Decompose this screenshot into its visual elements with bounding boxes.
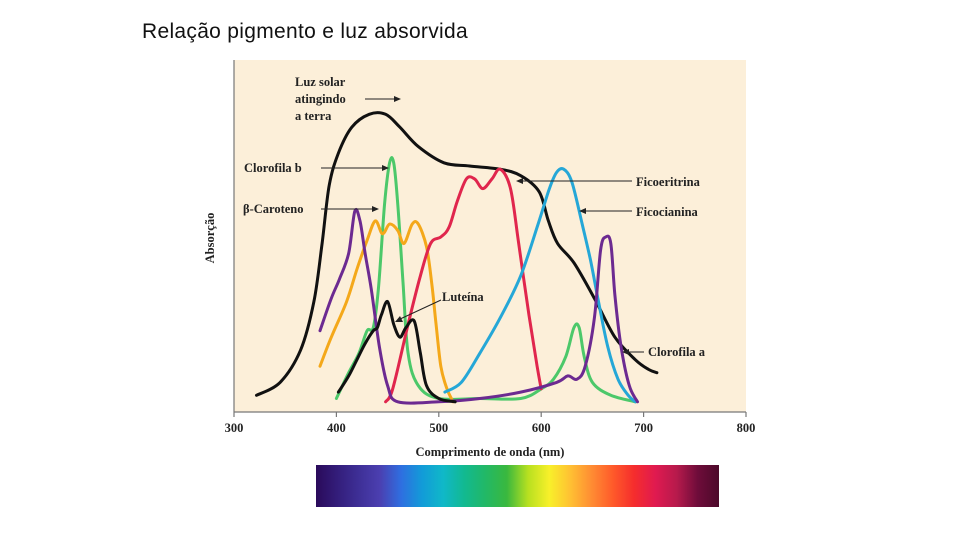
label-lutein: Luteína: [395, 290, 484, 322]
series-beta-carotene: [318, 219, 455, 404]
x-tick-label-600: 600: [532, 421, 551, 435]
label-sunlight-line3: a terra: [295, 109, 332, 123]
label-chlorophyll-b-text: Clorofila b: [244, 161, 302, 175]
label-phycoerythrin-text: Ficoeritrina: [636, 175, 701, 189]
arrow-lutein: [397, 299, 442, 321]
y-axis-title: Absorção: [203, 213, 217, 264]
x-tick-label-800: 800: [737, 421, 756, 435]
label-chlorophyll-a-text: Clorofila a: [648, 345, 706, 359]
visible-spectrum-bar: [316, 465, 719, 507]
x-tick-label-500: 500: [429, 421, 448, 435]
series-sunlight: [255, 111, 659, 397]
tick-layer: 300 400 500 600 700 800: [225, 412, 756, 435]
label-beta-carotene: β-Caroteno: [243, 202, 379, 216]
arrowhead-beta-carotene-icon: [372, 206, 379, 212]
arrowhead-chlorophyll-a-icon: [622, 349, 629, 355]
x-tick-label-700: 700: [634, 421, 653, 435]
series-layer: [255, 111, 659, 405]
arrowhead-chlorophyll-b-icon: [382, 165, 389, 171]
plot-background: [234, 60, 746, 412]
x-axis-title: Comprimento de onda (nm): [416, 445, 565, 459]
arrowhead-phycocyanin-icon: [579, 208, 586, 214]
series-chlorophyll-a: [318, 207, 639, 405]
label-beta-carotene-text: β-Caroteno: [243, 202, 304, 216]
arrowhead-phycoerythrin-icon: [516, 178, 523, 184]
series-chlorophyll-b: [334, 156, 637, 404]
x-tick-label-300: 300: [225, 421, 244, 435]
series-phycocyanin: [443, 167, 637, 404]
spectrum-fill: [316, 465, 719, 507]
label-phycocyanin: Ficocianina: [579, 205, 699, 219]
arrowhead-sunlight-icon: [394, 96, 401, 102]
arrowhead-lutein-icon: [395, 316, 403, 322]
series-lutein: [336, 300, 457, 404]
label-sunlight: Luz solar atingindo a terra: [295, 75, 401, 123]
label-phycoerythrin: Ficoeritrina: [516, 175, 701, 189]
slide-title: Relação pigmento e luz absorvida: [142, 20, 468, 43]
label-lutein-text: Luteína: [442, 290, 484, 304]
label-chlorophyll-a: Clorofila a: [622, 345, 706, 359]
label-sunlight-line1: Luz solar: [295, 75, 346, 89]
x-tick-label-400: 400: [327, 421, 346, 435]
label-sunlight-line2: atingindo: [295, 92, 346, 106]
label-phycocyanin-text: Ficocianina: [636, 205, 699, 219]
label-chlorophyll-b: Clorofila b: [244, 161, 389, 175]
series-phycoerythrin: [384, 167, 543, 404]
